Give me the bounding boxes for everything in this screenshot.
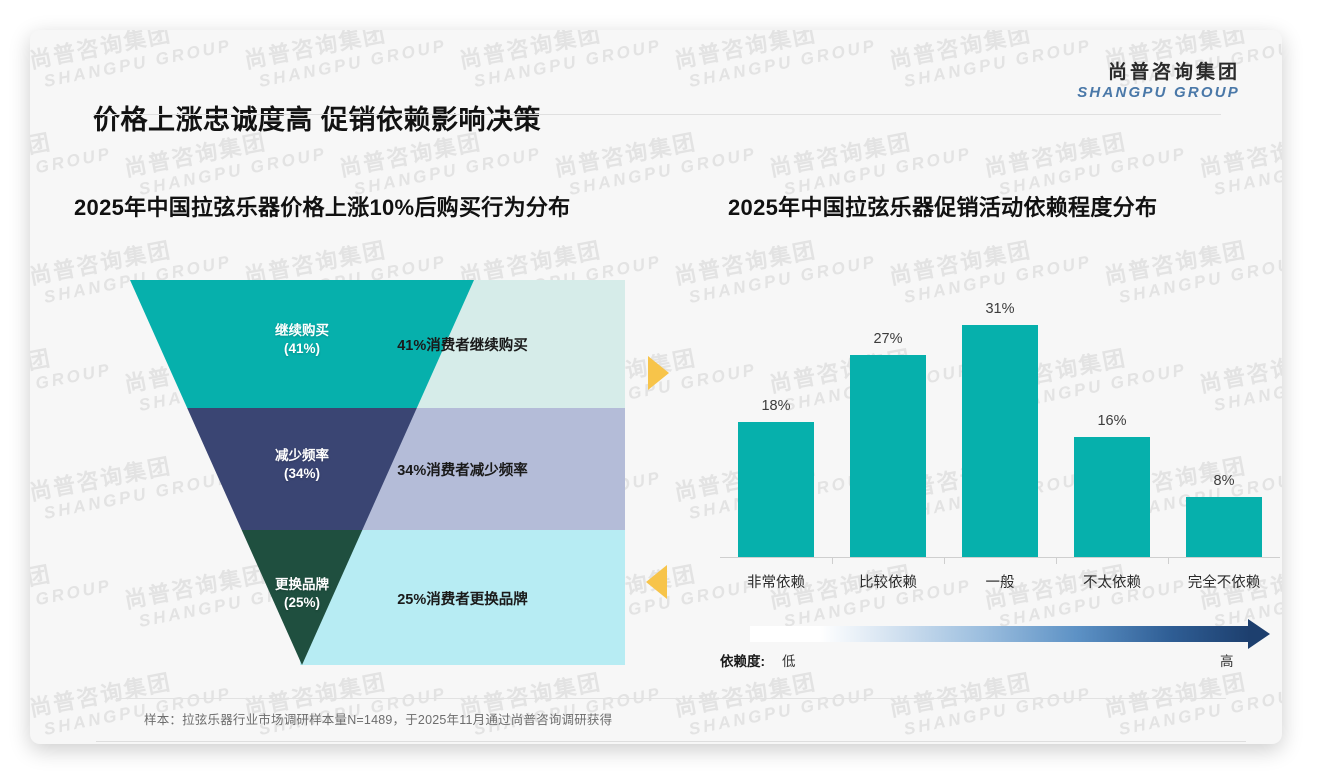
footer-divider	[96, 741, 1246, 742]
funnel-shapes	[130, 280, 474, 665]
bar-value-label: 16%	[1097, 413, 1127, 430]
dependency-scale: 依赖度: 低 高	[720, 619, 1280, 678]
axis-tick	[1168, 557, 1169, 564]
funnel-svg	[130, 280, 625, 665]
bar	[1074, 437, 1150, 557]
funnel-segment-label: 继续购买 (41%)	[247, 322, 357, 358]
logo-english: SHANGPU GROUP	[1077, 83, 1240, 101]
scale-low-label: 低	[782, 654, 796, 669]
dependency-bar-chart: 18% 27% 31% 16% 8% 非常依赖 比较依赖 一般 不太依赖 完全不依赖	[720, 295, 1280, 595]
funnel-segment-label: 更换品牌 (25%)	[247, 576, 357, 612]
header-divider	[93, 114, 1221, 115]
x-axis-line	[720, 557, 1280, 558]
category-label: 一般	[985, 575, 1015, 591]
funnel-segment-name: 继续购买	[275, 323, 329, 338]
funnel-segment-value: (41%)	[283, 341, 320, 357]
bar-value-label: 8%	[1213, 473, 1235, 490]
bar	[738, 422, 814, 557]
funnel-segment-label: 减少频率 (34%)	[247, 447, 357, 483]
scale-label: 依赖度:	[720, 654, 765, 669]
funnel-side-text: 25%消费者更换品牌	[397, 591, 528, 608]
logo-chinese: 尚普咨询集团	[1107, 62, 1240, 83]
play-left-icon	[646, 565, 667, 599]
scale-gradient-bar	[750, 626, 1250, 642]
funnel-segment-value: (34%)	[283, 466, 320, 482]
left-chart-title: 2025年中国拉弦乐器价格上涨10%后购买行为分布	[74, 195, 571, 220]
play-right-icon	[648, 356, 669, 390]
bar-value-label: 31%	[985, 300, 1015, 317]
footnote: 样本：拉弦乐器行业市场调研样本量N=1489，于2025年11月通过尚普咨询调研…	[144, 713, 613, 727]
category-label: 完全不依赖	[1187, 575, 1261, 591]
footnote-divider	[116, 698, 1226, 699]
right-chart-title: 2025年中国拉弦乐器促销活动依赖程度分布	[728, 195, 1158, 220]
bar-plot-area: 18% 27% 31% 16% 8%	[720, 295, 1280, 557]
scale-high-label: 高	[1220, 654, 1234, 669]
funnel-segment	[241, 530, 363, 665]
funnel-band	[300, 530, 625, 665]
axis-tick	[944, 557, 945, 564]
slide-header: 价格上涨忠诚度高 促销依赖影响决策 尚普咨询集团 SHANGPU GROUP	[30, 30, 1282, 135]
slide-card: 尚普咨询集团 SHANGPU GROUP 尚普咨询集团 SHANGPU GROUP 尚普…	[30, 30, 1282, 744]
bar	[962, 324, 1038, 557]
bar-value-label: 18%	[761, 398, 791, 415]
funnel-segment-name: 更换品牌	[275, 576, 329, 592]
scale-arrow-icon	[1248, 619, 1270, 649]
funnel-segment	[187, 408, 417, 530]
page-title: 价格上涨忠诚度高 促销依赖影响决策	[93, 105, 542, 135]
bar	[1186, 497, 1262, 557]
bar	[850, 354, 926, 557]
funnel-segment-value: (25%)	[283, 594, 320, 610]
category-label: 不太依赖	[1083, 575, 1141, 591]
bar-value-label: 27%	[873, 330, 903, 347]
funnel-segment-name: 减少频率	[275, 448, 329, 463]
axis-tick	[1056, 557, 1057, 564]
funnel-side-text: 41%消费者继续购买	[397, 338, 528, 354]
company-logo: 尚普咨询集团 SHANGPU GROUP	[1077, 62, 1240, 102]
funnel-chart: 继续购买 (41%) 减少频率 (34%) 更换品牌 (25%) 41%消费者继续购买 34…	[100, 255, 645, 675]
funnel-segment	[130, 280, 474, 408]
category-label: 比较依赖	[859, 575, 917, 591]
axis-tick	[832, 557, 833, 564]
category-label: 非常依赖	[747, 575, 805, 591]
funnel-side-text: 34%消费者减少频率	[397, 463, 528, 479]
